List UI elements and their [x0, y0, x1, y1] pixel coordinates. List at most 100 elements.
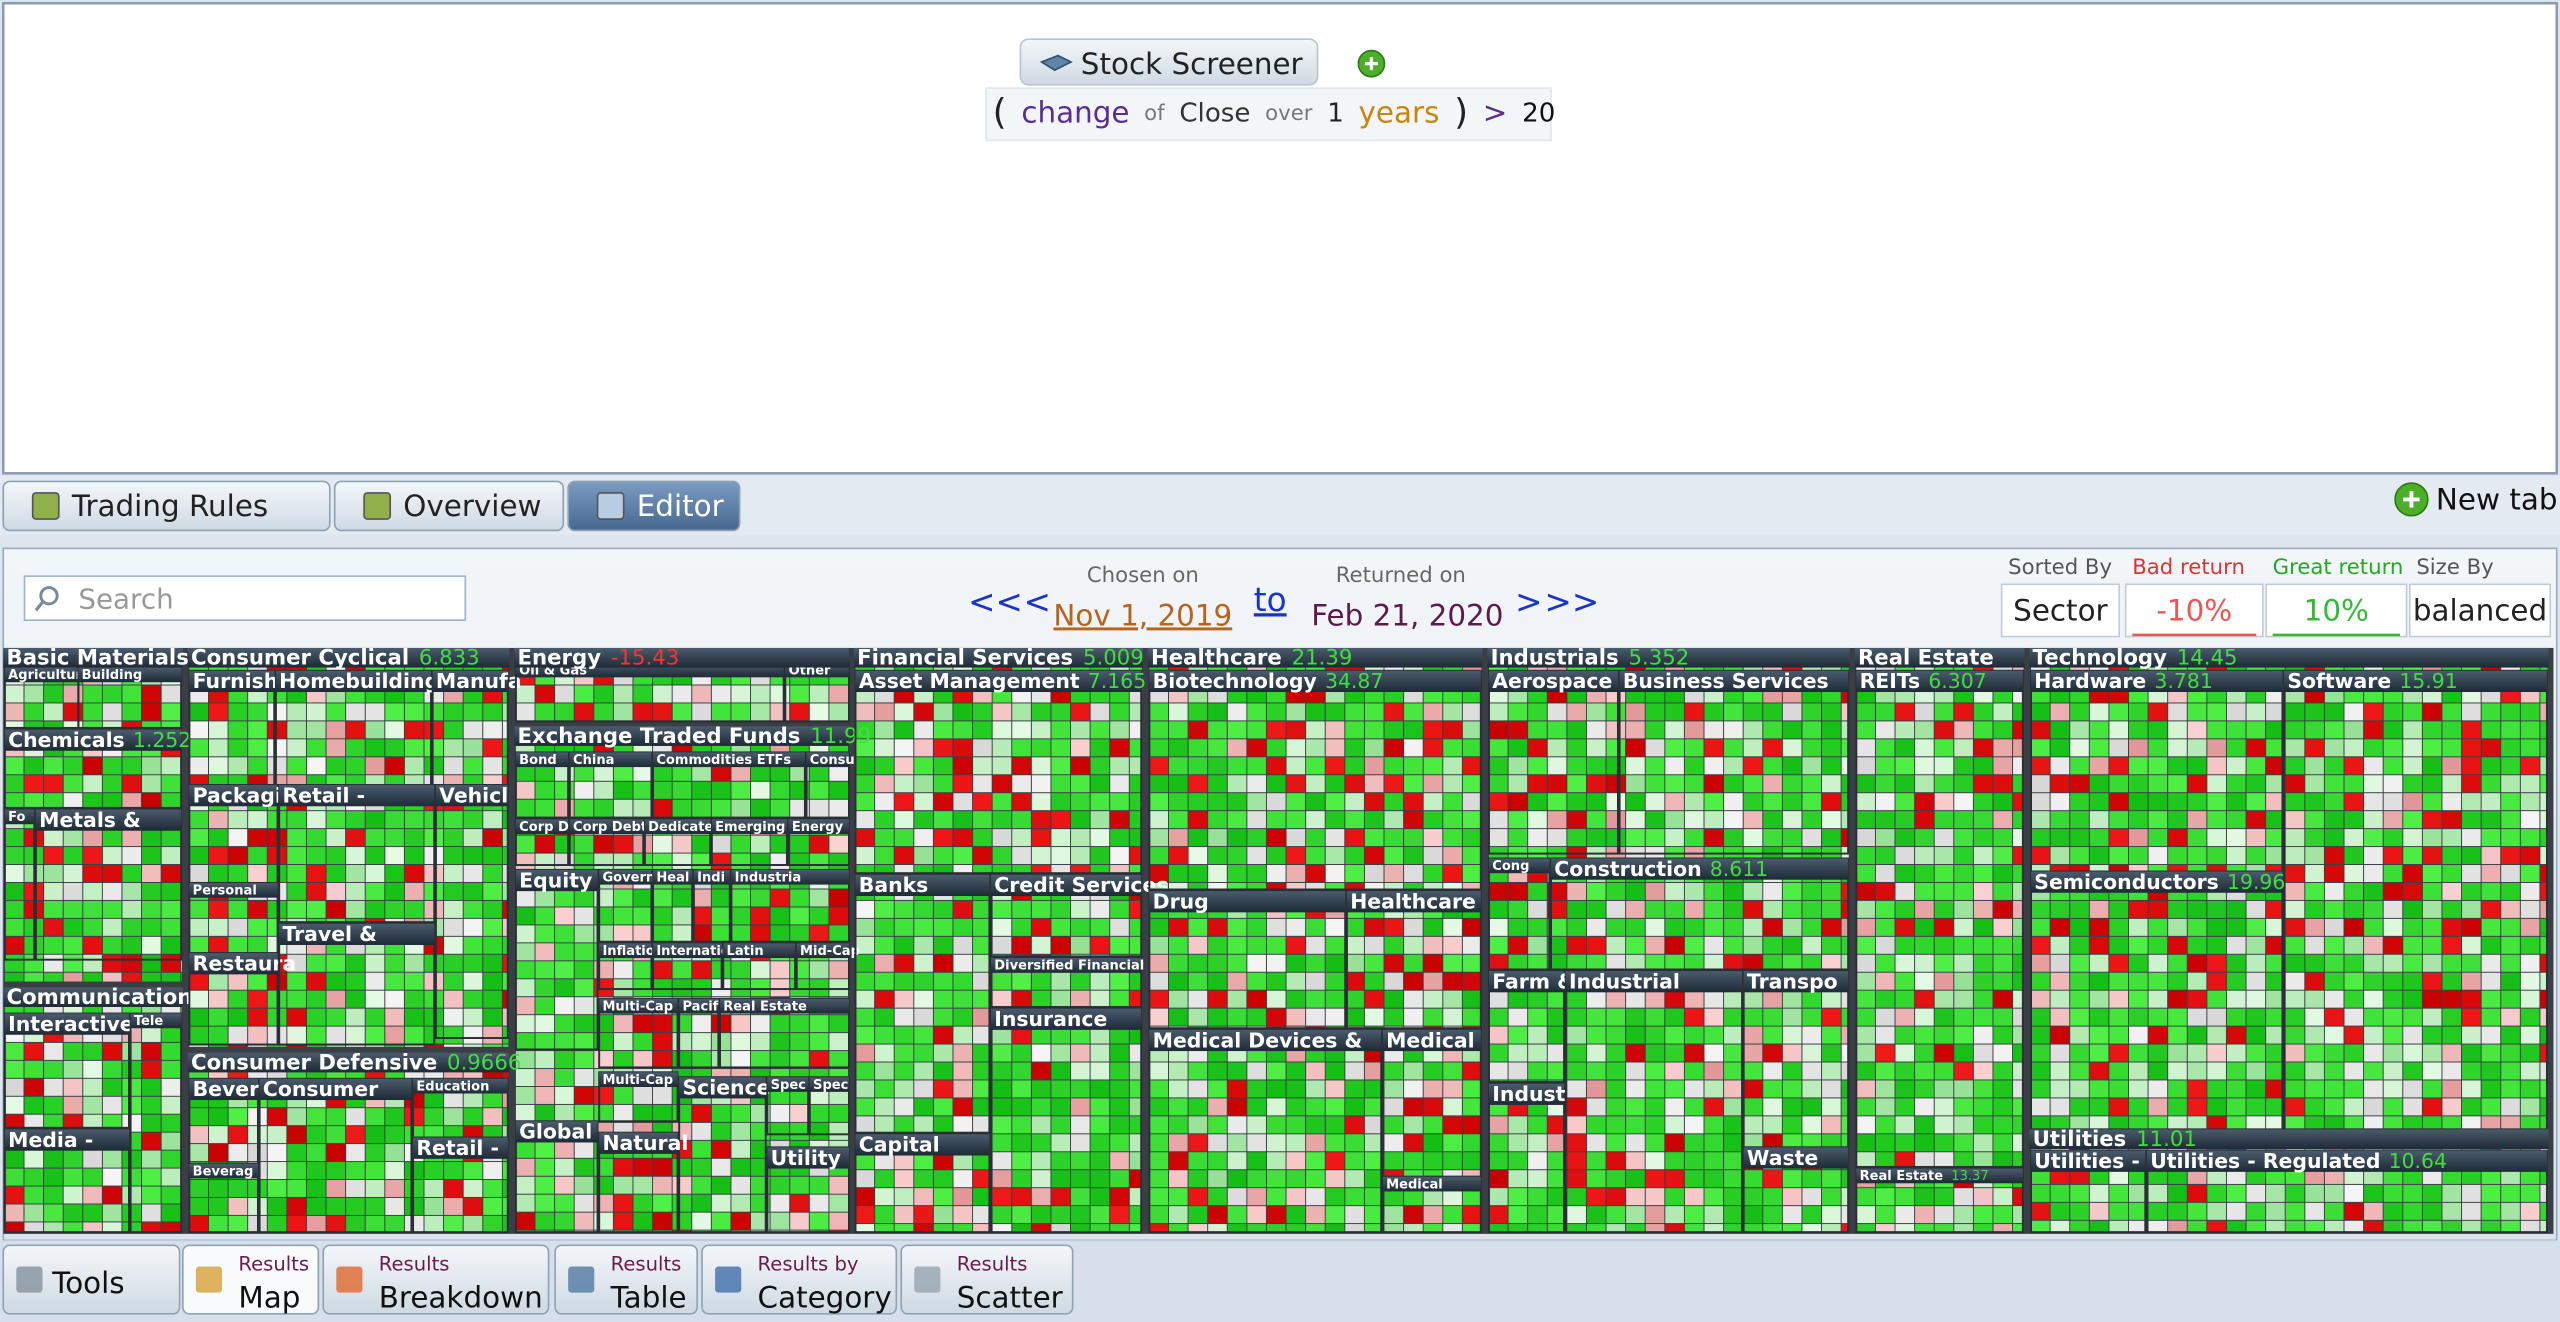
- stock-cell[interactable]: [555, 997, 574, 1015]
- stock-cell[interactable]: [1567, 1170, 1586, 1188]
- stock-cell[interactable]: [992, 1080, 1012, 1098]
- stock-cell[interactable]: [1993, 1008, 2013, 1026]
- stock-cell[interactable]: [1227, 1152, 1247, 1170]
- stock-cell[interactable]: [1665, 1206, 1684, 1224]
- stock-cell[interactable]: [1973, 1008, 1993, 1026]
- stock-cell[interactable]: [1934, 829, 1954, 847]
- stock-cell[interactable]: [142, 972, 161, 982]
- stock-cell[interactable]: [2207, 1202, 2226, 1220]
- stock-cell[interactable]: [1384, 936, 1404, 954]
- stock-cell[interactable]: [2187, 1044, 2207, 1062]
- stock-cell[interactable]: [914, 1206, 933, 1224]
- stock-cell[interactable]: [248, 972, 267, 990]
- stock-cell[interactable]: [992, 1098, 1012, 1116]
- stock-cell[interactable]: [1547, 990, 1567, 1008]
- stock-cell[interactable]: [2168, 1062, 2187, 1080]
- stock-cell[interactable]: [2013, 703, 2024, 721]
- stock-cell[interactable]: [2344, 1220, 2364, 1232]
- stock-cell[interactable]: [1227, 1080, 1247, 1098]
- stock-cell[interactable]: [2501, 1026, 2520, 1044]
- stock-cell[interactable]: [2089, 936, 2109, 954]
- stock-cell[interactable]: [1423, 811, 1443, 829]
- stock-cell[interactable]: [2109, 1008, 2128, 1026]
- stock-cell[interactable]: [2344, 1116, 2364, 1129]
- stock-cell[interactable]: [326, 811, 346, 829]
- stock-cell[interactable]: [208, 1215, 228, 1232]
- stock-cell[interactable]: [1031, 739, 1051, 757]
- stock-cell[interactable]: [1384, 739, 1404, 757]
- stock-cell[interactable]: [326, 829, 346, 847]
- stock-cell[interactable]: [1626, 1134, 1645, 1152]
- stock-cell[interactable]: [1149, 1134, 1168, 1152]
- stock-cell[interactable]: [2128, 918, 2148, 936]
- stock-cell[interactable]: [2187, 1062, 2207, 1080]
- stock-cell[interactable]: [1110, 811, 1129, 829]
- nav-chosen[interactable]: Nov 1, 2019: [1053, 598, 1232, 632]
- stock-cell[interactable]: [365, 1215, 385, 1232]
- stock-cell[interactable]: [2168, 811, 2187, 829]
- stock-cell[interactable]: [2364, 811, 2383, 829]
- stock-cell[interactable]: [2442, 793, 2462, 811]
- stock-cell[interactable]: [1567, 1188, 1586, 1206]
- stock-cell[interactable]: [44, 829, 63, 847]
- stock-cell[interactable]: [2207, 1116, 2226, 1129]
- stock-cell[interactable]: [1110, 1062, 1129, 1080]
- stock-cell[interactable]: [142, 1222, 161, 1232]
- stock-cell[interactable]: [1286, 721, 1306, 739]
- stock-cell[interactable]: [555, 943, 574, 961]
- stock-cell[interactable]: [1488, 1116, 1508, 1134]
- stock-cell[interactable]: [2462, 1202, 2481, 1220]
- stock-cell[interactable]: [346, 721, 365, 739]
- stock-cell[interactable]: [1645, 757, 1665, 775]
- stock-cell[interactable]: [1423, 1134, 1443, 1152]
- stock-cell[interactable]: [1547, 829, 1567, 847]
- stock-cell[interactable]: [1051, 918, 1071, 936]
- stock-cell[interactable]: [555, 685, 574, 703]
- stock-cell[interactable]: [1856, 900, 1875, 918]
- stock-cell[interactable]: [1567, 900, 1586, 918]
- stock-cell[interactable]: [228, 1215, 248, 1232]
- stock-cell[interactable]: [1528, 990, 1547, 1008]
- stock-cell[interactable]: [63, 703, 83, 721]
- stock-cell[interactable]: [1645, 936, 1665, 954]
- stock-cell[interactable]: [1325, 1062, 1345, 1080]
- stock-cell[interactable]: [2148, 775, 2168, 793]
- stock-cell[interactable]: [2266, 829, 2285, 847]
- stock-cell[interactable]: [2246, 918, 2266, 936]
- stock-cell[interactable]: [2246, 1044, 2266, 1062]
- stock-cell[interactable]: [1404, 721, 1423, 739]
- stock-cell[interactable]: [1306, 1116, 1325, 1134]
- stock-cell[interactable]: [1993, 918, 2013, 936]
- stock-cell[interactable]: [2050, 1184, 2070, 1202]
- stock-cell[interactable]: [2540, 703, 2548, 721]
- stock-cell[interactable]: [894, 829, 914, 847]
- stock-cell[interactable]: [267, 1108, 287, 1126]
- stock-cell[interactable]: [1665, 900, 1684, 918]
- stock-cell[interactable]: [102, 829, 122, 847]
- stock-cell[interactable]: [1071, 1206, 1090, 1224]
- stock-cell[interactable]: [2540, 739, 2548, 757]
- stock-cell[interactable]: [2187, 900, 2207, 918]
- stock-cell[interactable]: [1954, 829, 1973, 847]
- stock-cell[interactable]: [1645, 954, 1665, 972]
- stock-cell[interactable]: [613, 889, 633, 907]
- stock-cell[interactable]: [2128, 1098, 2148, 1116]
- stock-cell[interactable]: [63, 1096, 83, 1114]
- stock-cell[interactable]: [1782, 811, 1802, 829]
- stock-cell[interactable]: [1188, 1170, 1208, 1188]
- stock-cell[interactable]: [613, 1194, 633, 1212]
- stock-cell[interactable]: [1915, 739, 1934, 757]
- stock-cell[interactable]: [1462, 703, 1482, 721]
- stock-cell[interactable]: [1704, 1116, 1724, 1134]
- stock-cell[interactable]: [404, 990, 424, 1008]
- stock-cell[interactable]: [2148, 1026, 2168, 1044]
- stock-cell[interactable]: [1895, 1116, 1915, 1134]
- stock-cell[interactable]: [1802, 1206, 1822, 1224]
- stock-cell[interactable]: [1822, 954, 1841, 972]
- stock-cell[interactable]: [44, 972, 63, 982]
- stock-cell[interactable]: [855, 757, 875, 775]
- stock-cell[interactable]: [2324, 1098, 2344, 1116]
- stock-cell[interactable]: [515, 1212, 535, 1230]
- stock-cell[interactable]: [1724, 1188, 1743, 1206]
- stock-cell[interactable]: [1822, 739, 1841, 757]
